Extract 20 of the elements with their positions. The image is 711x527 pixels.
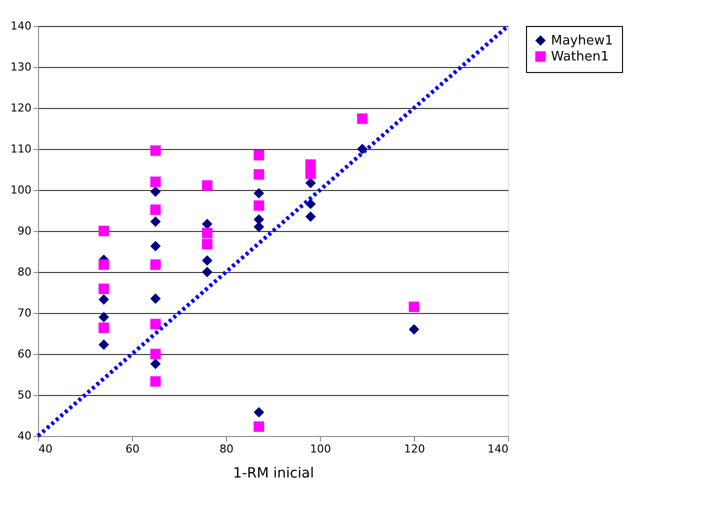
y-tick-label: 140: [10, 20, 32, 32]
x-axis-title: 1-RM inicial: [233, 466, 314, 482]
y-tick-label: 80: [18, 266, 32, 278]
legend-label: Mayhew1: [551, 34, 614, 48]
y-tick-label: 130: [10, 60, 32, 74]
x-tick-label: 140: [488, 442, 508, 456]
y-tick-label: 50: [18, 388, 32, 402]
x-tick-label: 60: [126, 442, 140, 456]
x-tick-label: 100: [310, 442, 331, 456]
x-tick-label: 40: [38, 442, 52, 456]
legend-label: Wathen1: [551, 50, 609, 64]
y-tick-label: 60: [18, 348, 32, 360]
x-tick-label: 120: [404, 442, 425, 456]
y-tick-label: 70: [18, 306, 32, 320]
y-tick-label: 120: [10, 102, 32, 114]
y-tick-label: 90: [18, 224, 32, 238]
x-tick-label: 80: [220, 442, 234, 456]
y-tick-label: 100: [10, 184, 32, 196]
y-tick-label: 110: [10, 142, 32, 156]
y-tick-label: 40: [18, 430, 32, 442]
